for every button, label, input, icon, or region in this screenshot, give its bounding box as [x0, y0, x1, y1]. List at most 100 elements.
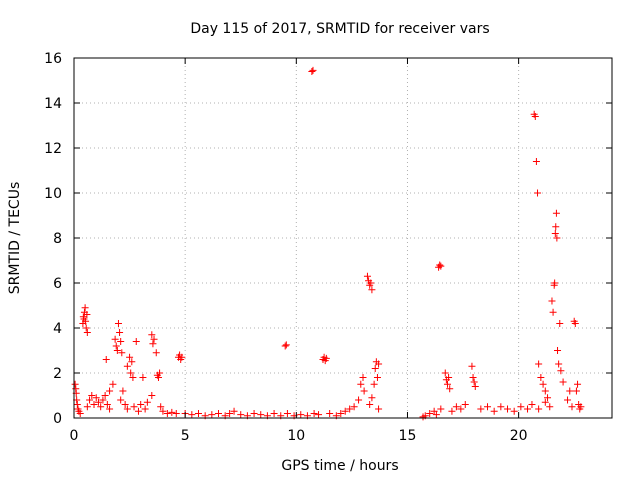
data-point — [566, 387, 574, 395]
data-point — [554, 347, 562, 354]
data-point — [375, 405, 383, 413]
data-point — [81, 304, 89, 312]
data-point — [528, 401, 536, 408]
data-point — [119, 387, 127, 395]
data-point — [355, 396, 363, 404]
data-point — [134, 407, 142, 415]
data-point — [532, 158, 540, 165]
data-point — [341, 407, 349, 415]
data-point — [350, 403, 358, 411]
data-point — [208, 411, 216, 419]
data-point — [322, 354, 330, 362]
data-point — [443, 380, 451, 388]
data-points — [71, 66, 585, 421]
data-point — [71, 380, 79, 388]
data-point — [539, 380, 547, 388]
data-point — [117, 338, 125, 345]
data-point — [283, 410, 291, 417]
data-point — [130, 403, 138, 411]
data-point — [308, 68, 316, 75]
data-point — [149, 340, 157, 348]
data-point — [90, 401, 98, 408]
data-point — [375, 360, 383, 368]
data-point — [139, 374, 147, 381]
data-point — [148, 331, 156, 339]
data-point — [156, 369, 164, 377]
data-point — [574, 380, 582, 388]
data-point — [556, 320, 564, 327]
y-tick-label: 16 — [44, 51, 62, 67]
data-point — [172, 410, 180, 417]
data-point — [157, 403, 165, 411]
data-point — [159, 407, 167, 415]
data-point — [471, 383, 479, 390]
x-tick-label: 0 — [70, 428, 79, 444]
data-point — [83, 329, 91, 336]
data-point — [114, 320, 122, 327]
data-point — [73, 401, 81, 408]
data-point — [357, 380, 365, 388]
data-point — [457, 405, 465, 413]
data-point — [99, 396, 107, 404]
data-point — [127, 369, 135, 377]
data-point — [524, 405, 532, 413]
data-point — [568, 403, 576, 411]
data-point — [468, 362, 476, 370]
data-point — [111, 335, 119, 343]
data-point — [117, 396, 125, 404]
data-point — [88, 392, 96, 399]
data-point — [86, 396, 94, 404]
data-point — [571, 320, 579, 327]
x-tick-label: 20 — [510, 428, 528, 444]
data-point — [497, 403, 505, 411]
axis-ticks — [73, 57, 612, 419]
y-tick-label: 8 — [53, 231, 62, 247]
data-point — [484, 403, 492, 411]
data-point — [215, 410, 223, 417]
data-point — [281, 342, 289, 350]
data-point — [137, 401, 145, 408]
data-point — [559, 378, 567, 386]
data-point — [553, 234, 561, 242]
data-point — [359, 374, 367, 381]
data-point — [346, 405, 354, 413]
data-point — [178, 353, 186, 361]
data-point — [534, 189, 542, 197]
tick-labels: 0 5 10 15 20 0 2 4 6 8 10 12 14 16 — [44, 51, 527, 444]
y-tick-label: 10 — [44, 186, 62, 202]
data-point — [106, 387, 114, 395]
y-tick-label: 14 — [44, 96, 62, 112]
data-point — [257, 411, 265, 419]
x-axis-label: GPS time / hours — [281, 458, 398, 474]
data-point — [309, 66, 317, 74]
data-point — [82, 324, 90, 332]
data-point — [531, 113, 539, 120]
data-point — [163, 410, 171, 417]
y-tick-label: 0 — [53, 411, 62, 427]
data-point — [297, 411, 305, 419]
data-point — [123, 362, 131, 370]
data-point — [83, 403, 91, 411]
data-point — [504, 405, 512, 413]
data-point — [132, 338, 140, 345]
x-tick-label: 10 — [287, 428, 305, 444]
data-point — [360, 387, 368, 395]
data-point — [535, 405, 543, 413]
data-point — [237, 411, 245, 419]
data-point — [368, 286, 376, 294]
data-point — [129, 374, 137, 381]
data-point — [326, 410, 334, 417]
data-point — [577, 403, 585, 411]
data-point — [552, 209, 560, 217]
data-point — [555, 360, 563, 368]
data-point — [517, 403, 525, 411]
data-point — [315, 411, 323, 419]
data-point — [152, 349, 160, 357]
data-point — [128, 358, 136, 366]
data-point — [470, 378, 478, 386]
data-point — [446, 385, 454, 393]
data-point — [101, 392, 109, 399]
data-point — [537, 374, 545, 381]
data-point — [230, 407, 238, 415]
